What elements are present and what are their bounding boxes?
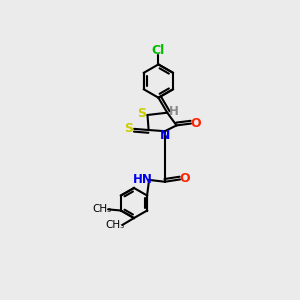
Text: Cl: Cl — [152, 44, 165, 57]
Text: S: S — [137, 107, 146, 120]
Text: N: N — [160, 129, 171, 142]
Text: CH₃: CH₃ — [106, 220, 125, 230]
Text: S: S — [124, 122, 134, 135]
Text: CH₃: CH₃ — [92, 204, 111, 214]
Text: H: H — [169, 105, 179, 118]
Text: O: O — [180, 172, 190, 185]
Text: O: O — [191, 117, 201, 130]
Text: HN: HN — [133, 173, 152, 186]
